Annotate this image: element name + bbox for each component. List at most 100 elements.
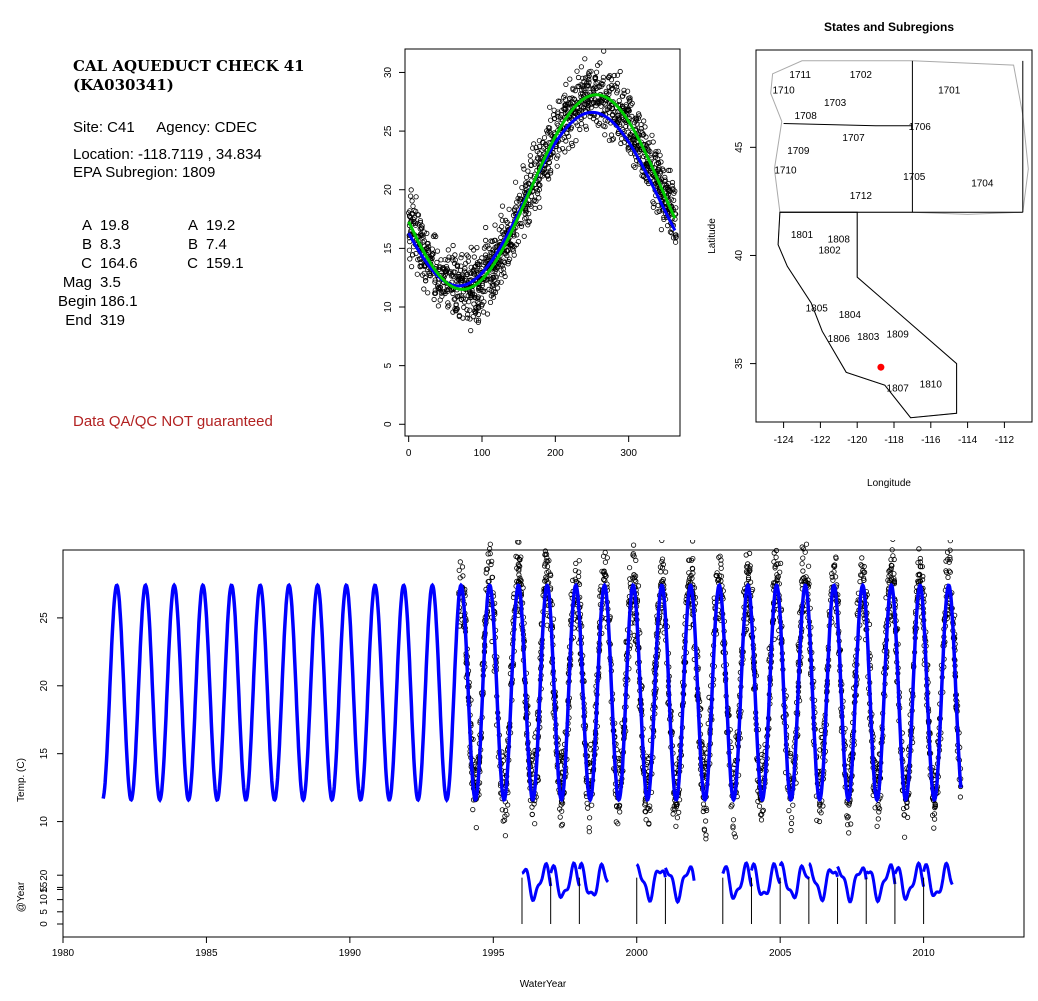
- scatter-point: [525, 168, 531, 174]
- scatter-point: [427, 273, 434, 279]
- scatter-point: [412, 222, 419, 228]
- scatter-point: [429, 246, 435, 252]
- scatter-point: [522, 216, 528, 222]
- scatter-point: [417, 218, 424, 224]
- scatter-point: [653, 149, 659, 155]
- scatter-point: [583, 123, 589, 129]
- timeseries-point: [756, 803, 763, 809]
- timeseries-point: [817, 801, 823, 807]
- timeseries-point: [572, 567, 579, 574]
- timeseries-point: [800, 546, 807, 552]
- scatter-point: [506, 206, 512, 212]
- sub-y-tick-label: 10: [39, 894, 50, 906]
- timeseries-point: [516, 578, 522, 585]
- scatter-point: [473, 263, 479, 269]
- timeseries-point: [831, 563, 838, 570]
- scatter-point: [600, 74, 606, 80]
- scatter-point: [491, 237, 497, 243]
- scatter-point: [568, 140, 575, 147]
- scatter-point: [470, 313, 476, 320]
- param-label: B: [81, 236, 92, 253]
- param-left-row: End 319: [58, 312, 125, 330]
- timeseries-point: [558, 802, 564, 808]
- timeseries-point: [599, 568, 605, 574]
- region-label: 1806: [828, 334, 851, 345]
- scatter-point: [587, 114, 593, 120]
- scatter-point: [412, 220, 419, 226]
- scatter-point: [515, 195, 521, 201]
- timeseries-point: [602, 571, 608, 577]
- scatter-point: [585, 102, 591, 109]
- scatter-point: [577, 126, 583, 133]
- scatter-point: [502, 273, 508, 280]
- map-x-tick-label: -116: [921, 435, 941, 446]
- timeseries-point: [662, 569, 669, 575]
- scatter-point: [570, 85, 576, 91]
- scatter-point: [513, 179, 519, 185]
- timeseries-point: [585, 805, 591, 811]
- param-left-row: Begin 186.1: [58, 293, 138, 311]
- scatter-point: [625, 88, 631, 94]
- scatter-point: [617, 68, 623, 75]
- map-ylabel: Latitude: [707, 218, 718, 254]
- scatter-point: [463, 260, 469, 266]
- scatter-point: [459, 252, 465, 258]
- scatter-point: [628, 150, 634, 156]
- scatter-point: [478, 295, 485, 301]
- scatter-point: [619, 93, 625, 99]
- scatter-point: [554, 155, 560, 161]
- scatter-point: [570, 113, 576, 119]
- timeseries-point: [485, 559, 492, 565]
- scatter-point: [483, 224, 489, 231]
- scatter-point: [609, 82, 615, 89]
- scatter-point: [425, 240, 431, 247]
- scatter-point: [668, 230, 675, 236]
- annual-sub-curve: [549, 861, 581, 900]
- scatter-point: [592, 74, 599, 81]
- scatter-point: [521, 233, 527, 239]
- timeseries-point: [916, 571, 923, 577]
- param-label: A: [187, 217, 198, 234]
- timeseries-point: [584, 800, 590, 806]
- timeseries-point: [703, 805, 709, 811]
- scatter-point: [547, 104, 553, 110]
- timeseries-point: [572, 576, 578, 582]
- scatter-point: [658, 227, 664, 233]
- scatter-point: [430, 233, 437, 239]
- scatter-point: [445, 304, 451, 310]
- param-value: 159.1: [206, 255, 244, 272]
- scatter-points: [406, 48, 679, 334]
- timeseries-point: [642, 800, 649, 806]
- scatter-point: [513, 204, 519, 210]
- timeseries-point: [890, 540, 896, 542]
- annual-sub-curve: [721, 861, 753, 900]
- scatter-point: [611, 72, 617, 79]
- timeseries-point: [473, 824, 479, 831]
- scatter-point: [494, 264, 500, 270]
- scatter-point: [539, 147, 545, 153]
- timeseries-point: [688, 557, 695, 563]
- region-label: 1711: [789, 70, 811, 81]
- scatter-point: [499, 203, 506, 209]
- timeseries-point: [487, 541, 493, 547]
- scatter-point: [476, 317, 482, 323]
- timeseries-point: [659, 556, 666, 562]
- scatter-point: [587, 96, 594, 103]
- timeseries-point: [759, 758, 765, 764]
- scatter-point: [594, 100, 600, 106]
- timeseries-point: [788, 820, 795, 827]
- timeseries-point: [689, 566, 696, 572]
- timeseries-point: [505, 802, 511, 808]
- timeseries-point: [904, 814, 911, 820]
- scatter-point: [619, 136, 625, 142]
- region-label: 1702: [850, 70, 873, 81]
- scatter-point: [602, 124, 608, 130]
- scatter-point: [635, 115, 641, 122]
- timeseries-point: [799, 561, 805, 567]
- scatter-point: [461, 304, 467, 310]
- scatter-point: [471, 301, 477, 307]
- scatter-point: [431, 232, 438, 238]
- scatter-point: [647, 148, 653, 155]
- scatter-point: [479, 301, 485, 308]
- region-label: 1708: [795, 111, 818, 122]
